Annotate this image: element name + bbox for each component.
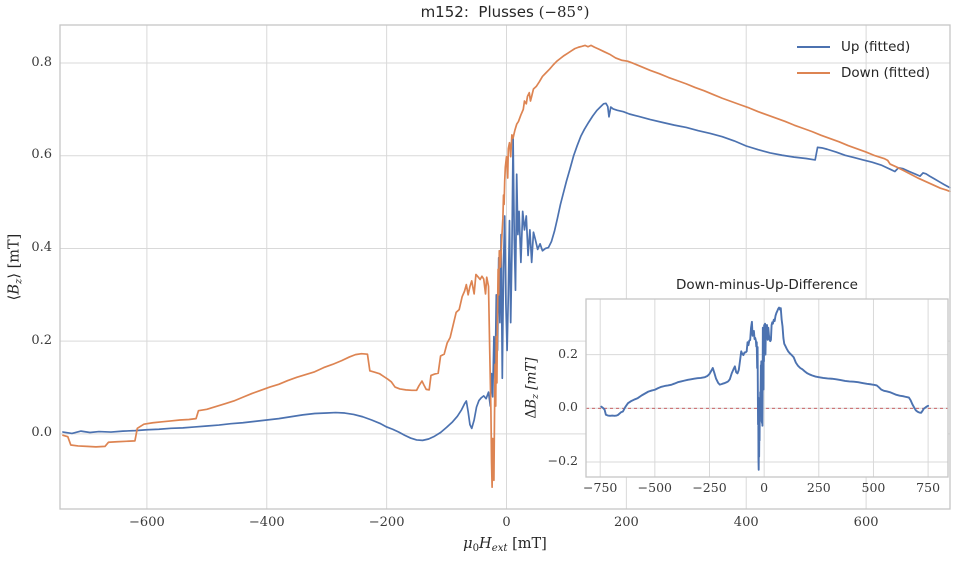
x-tick-label: 0 xyxy=(502,515,511,530)
x-tick-label: −400 xyxy=(248,515,285,530)
x-axis-label: μ0Hext [mT] xyxy=(463,536,547,554)
x-tick-label: −200 xyxy=(368,515,405,530)
inset-x-tick-label: 750 xyxy=(916,480,941,495)
main-series-up xyxy=(62,102,951,442)
x-tick-label: 400 xyxy=(733,515,759,530)
inset-y-tick-label: −0.2 xyxy=(547,452,578,468)
inset-y-tick-label: 0.0 xyxy=(558,399,578,415)
main-border xyxy=(59,24,951,510)
y-tick-label: 0.8 xyxy=(31,54,52,70)
x-tick-label: 600 xyxy=(853,515,879,530)
inset-x-tick-label: 250 xyxy=(806,480,831,495)
inset-title: Down-minus-Up-Difference xyxy=(676,277,858,293)
y-tick-label: 0.4 xyxy=(31,239,52,255)
legend-entry-up: Up (fitted) xyxy=(797,36,930,57)
y-axis-label: ⟨Bz⟩ [mT] xyxy=(6,233,25,301)
inset-x-tick-label: −500 xyxy=(637,480,673,495)
legend-label-up: Up (fitted) xyxy=(841,38,911,55)
legend: Up (fitted) Down (fitted) xyxy=(797,36,930,83)
y-tick-label: 0.6 xyxy=(31,147,52,163)
y-tick-label: 0.0 xyxy=(31,425,52,441)
x-tick-label: 200 xyxy=(613,515,639,530)
inset-x-tick-label: 500 xyxy=(861,480,886,495)
inset-x-tick-label: 0 xyxy=(760,480,769,495)
x-tick-label: −600 xyxy=(129,515,165,530)
inset-y-tick-label: 0.2 xyxy=(558,345,578,361)
inset-x-tick-label: −250 xyxy=(692,480,727,495)
legend-line-up xyxy=(797,45,830,48)
inset-y-axis-label: ΔBz [mT] xyxy=(523,357,542,419)
inset-series-diff xyxy=(600,306,930,471)
inset-border xyxy=(585,298,949,478)
main-series-down xyxy=(62,44,951,489)
inset-x-tick-label: −750 xyxy=(583,480,618,495)
legend-entry-down: Down (fitted) xyxy=(797,62,930,83)
y-tick-label: 0.2 xyxy=(31,332,52,348)
chart-title: m152: Plusses (−85°) xyxy=(420,3,590,21)
legend-label-down: Down (fitted) xyxy=(841,64,931,81)
legend-line-down xyxy=(797,71,830,74)
